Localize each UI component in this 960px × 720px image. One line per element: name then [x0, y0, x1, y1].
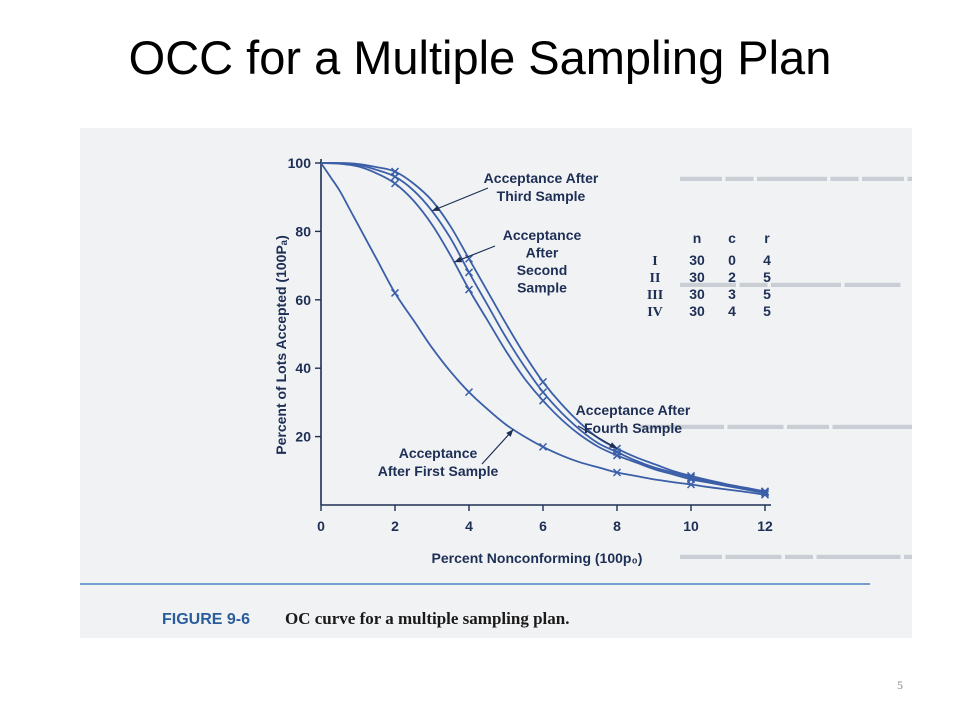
series-line-acceptance-after-second-sample: [320, 162, 766, 494]
data-point-acceptance-after-second-sample: [464, 285, 474, 294]
callout-acceptance-after-third-sample: Acceptance After Third Sample: [431, 170, 599, 212]
x-tick-label: 2: [391, 518, 399, 534]
data-point-acceptance-after-first-sample: [612, 468, 622, 477]
callout-arrowhead: [609, 442, 617, 449]
x-tick-label: 10: [683, 518, 699, 534]
callout-text: After: [526, 245, 559, 261]
callout-arrow: [431, 187, 489, 212]
table-cell-c: 0: [728, 252, 736, 268]
callout-text: Acceptance After: [484, 170, 599, 186]
callout-text: Third Sample: [497, 188, 586, 204]
y-tick-label: 60: [295, 292, 311, 308]
data-point-acceptance-after-second-sample: [686, 475, 696, 484]
y-tick-label: 40: [295, 360, 311, 376]
page-number: 5: [897, 678, 903, 692]
table-cell-n: 30: [689, 269, 705, 285]
scanned-figure: ▬▬▬ ▬▬ ▬▬▬▬▬ ▬▬ ▬▬▬ ▬▬▬▬ ▬ ▬ ▬▬▬ ▬▬ ▬▬▬▬ ▬ …: [80, 128, 912, 638]
callout-text: Second: [517, 262, 568, 278]
bleed-through-text: ▬▬▬▬ ▬▬ ▬▬▬▬▬ ▬▬▬▬: [680, 276, 901, 291]
data-point-acceptance-after-first-sample: [760, 490, 770, 499]
figure-label: FIGURE 9-6: [162, 611, 250, 628]
table-cell-n: 30: [689, 303, 705, 319]
callout-arrow: [481, 429, 514, 465]
chart-curves: [320, 162, 766, 496]
x-axis-label: Percent Nonconforming (100p₀): [432, 550, 643, 566]
x-tick-label: 6: [539, 518, 547, 534]
callout-acceptance-after-fourth-sample: Acceptance After Fourth Sample: [576, 402, 691, 450]
oc-chart: Acceptance After Third Sample Acceptance Af…: [80, 155, 870, 628]
x-tick-label: 12: [757, 518, 773, 534]
table-cell-r: 5: [763, 286, 771, 302]
table-cell-n: 30: [689, 252, 705, 268]
bleed-through-text: ▬▬▬ ▬▬ ▬▬▬▬▬ ▬▬ ▬▬▬ ▬▬▬▬▬: [680, 170, 912, 185]
callout-text: Fourth Sample: [584, 420, 682, 436]
chart-callouts: Acceptance After Third Sample Acceptance Af…: [378, 170, 691, 479]
data-point-acceptance-after-third-sample: [612, 447, 622, 457]
callout-text: Acceptance: [503, 227, 582, 243]
plan-table: n c r I 30 0 4 II 30 2 5 III 30 3 5 IV 3…: [647, 230, 771, 320]
callout-arrowhead: [432, 205, 440, 211]
bleed-through-text: ▬▬▬▬▬▬ ▬▬▬▬ ▬▬▬ ▬▬▬▬▬▬: [640, 418, 912, 433]
series-line-acceptance-after-third-sample: [320, 162, 766, 493]
y-tick-label: 100: [288, 155, 312, 171]
data-point-acceptance-after-third-sample: [538, 388, 548, 397]
callout-arrow: [577, 425, 618, 450]
table-row-label: I: [652, 254, 657, 269]
y-tick-label: 80: [295, 223, 311, 239]
series-line-acceptance-after-first-sample: [320, 162, 766, 496]
callout-text: Acceptance After: [576, 402, 691, 418]
callout-text: Acceptance: [399, 445, 478, 461]
y-axis-label: Percent of Lots Accepted (100Pₐ): [273, 235, 289, 455]
data-point-acceptance-after-first-sample: [464, 388, 474, 397]
data-point-acceptance-after-third-sample: [464, 268, 474, 277]
x-tick-label: 0: [317, 518, 325, 534]
data-point-acceptance-after-second-sample: [538, 396, 548, 405]
data-point-acceptance-after-fourth-sample: [464, 254, 474, 263]
chart-axes: [315, 159, 771, 511]
table-header-c: c: [728, 230, 736, 246]
table-cell-n: 30: [689, 286, 705, 302]
table-header-r: r: [764, 230, 770, 246]
data-point-acceptance-after-second-sample: [390, 179, 400, 188]
slide-title: OCC for a Multiple Sampling Plan: [128, 31, 832, 84]
data-point-acceptance-after-third-sample: [686, 473, 696, 482]
table-cell-r: 4: [763, 252, 771, 268]
table-row-label: II: [650, 271, 661, 286]
table-cell-c: 2: [728, 269, 736, 285]
x-tick-label: 4: [465, 518, 473, 534]
table-header-n: n: [693, 230, 702, 246]
data-point-acceptance-after-second-sample: [612, 451, 622, 460]
data-point-acceptance-after-fourth-sample: [686, 471, 696, 480]
bleed-through-text: ▬▬▬ ▬▬▬▬ ▬▬ ▬▬▬▬▬▬ ▬▬: [680, 548, 912, 563]
data-point-acceptance-after-fourth-sample: [390, 167, 400, 176]
data-point-acceptance-after-first-sample: [538, 442, 548, 451]
callout-arrowhead: [506, 429, 514, 437]
table-row-label: III: [647, 288, 663, 303]
callout-text: Sample: [517, 280, 567, 296]
table-row-label: IV: [647, 305, 663, 320]
callout-acceptance-after-first-sample: Acceptance After First Sample: [378, 429, 514, 479]
data-point-acceptance-after-fourth-sample: [538, 377, 548, 386]
table-cell-r: 5: [763, 269, 771, 285]
x-tick-label: 8: [613, 518, 621, 534]
y-tick-label: 20: [295, 429, 311, 445]
callout-arrowhead: [454, 256, 463, 263]
chart-markers: [390, 167, 770, 499]
figure-caption: OC curve for a multiple sampling plan.: [285, 609, 569, 628]
table-cell-c: 4: [728, 303, 736, 319]
data-point-acceptance-after-first-sample: [390, 288, 400, 297]
data-point-acceptance-after-fourth-sample: [760, 487, 770, 496]
table-cell-r: 5: [763, 303, 771, 319]
callout-text: After First Sample: [378, 463, 499, 479]
table-cell-c: 3: [728, 286, 736, 302]
series-line-acceptance-after-fourth-sample: [320, 162, 766, 493]
